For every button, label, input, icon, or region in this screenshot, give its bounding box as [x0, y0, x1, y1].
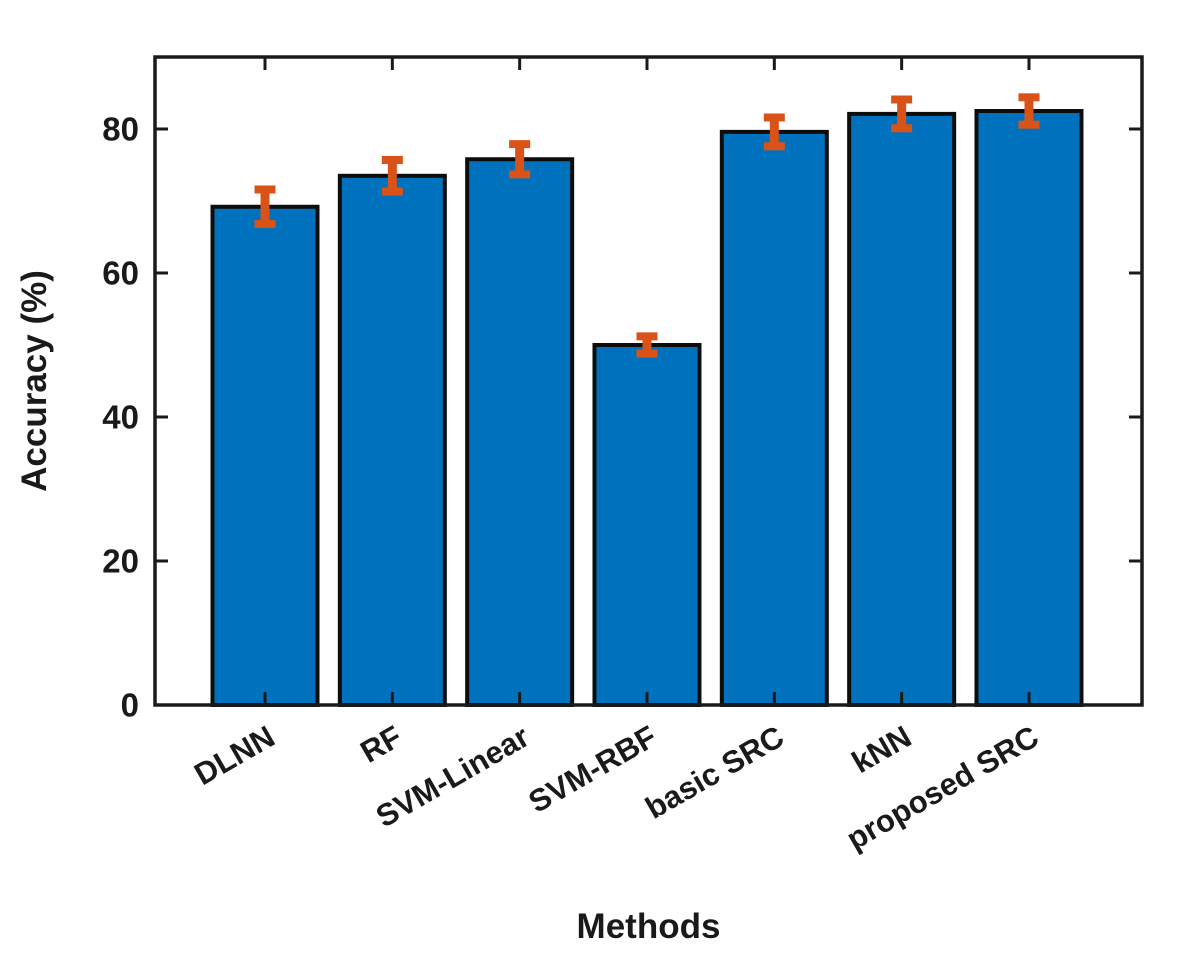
error-bar-top-cap-proposed-src: [1018, 93, 1040, 102]
error-bar-stem-svm-linear: [515, 144, 525, 175]
y-tick-label: 0: [121, 687, 139, 724]
x-tick-label: SVM-RBF: [523, 719, 663, 820]
error-bar-stem-proposed-src: [1024, 97, 1034, 125]
error-bar-stem-rf: [387, 159, 397, 192]
error-bar-stem-knn: [897, 99, 907, 129]
error-bar-top-cap-basic-src: [763, 113, 785, 122]
error-bar-bottom-cap-svm-rbf: [636, 349, 658, 358]
error-bar-top-cap-svm-rbf: [636, 332, 658, 341]
y-tick-label: 80: [102, 111, 139, 148]
x-tick-label: basic SRC: [640, 719, 790, 826]
x-tick-label: DLNN: [188, 719, 280, 792]
y-tick-label: 60: [102, 255, 139, 292]
axes-box: [153, 55, 1144, 707]
error-bar-stem-dlnn: [260, 189, 270, 225]
bar-dlnn: [210, 204, 320, 707]
bar-svm-rbf: [592, 343, 702, 707]
bar-proposed-src: [974, 109, 1084, 707]
error-bar-bottom-cap-knn: [891, 124, 913, 133]
x-axis-label: Methods: [577, 907, 721, 946]
bar-knn: [847, 111, 957, 707]
x-tick-label: RF: [355, 719, 408, 770]
error-bar-stem-svm-rbf: [642, 336, 652, 354]
error-bar-top-cap-dlnn: [254, 185, 276, 194]
error-bar-bottom-cap-rf: [381, 187, 403, 196]
y-tick-label: 40: [102, 399, 139, 436]
error-bar-top-cap-rf: [381, 155, 403, 164]
bar-rf: [337, 173, 447, 708]
error-bar-bottom-cap-proposed-src: [1018, 120, 1040, 129]
bar-svm-linear: [465, 157, 575, 708]
bar-basic-src: [719, 129, 829, 707]
error-bar-bottom-cap-svm-linear: [509, 170, 531, 179]
error-bar-top-cap-knn: [891, 95, 913, 104]
error-bar-bottom-cap-basic-src: [763, 142, 785, 151]
error-bar-top-cap-svm-linear: [509, 140, 531, 149]
error-bar-bottom-cap-dlnn: [254, 220, 276, 229]
x-tick-label: kNN: [846, 719, 917, 780]
error-bar-stem-basic-src: [769, 117, 779, 147]
y-axis-label: Accuracy (%): [15, 270, 54, 492]
y-tick-label: 20: [102, 543, 139, 580]
